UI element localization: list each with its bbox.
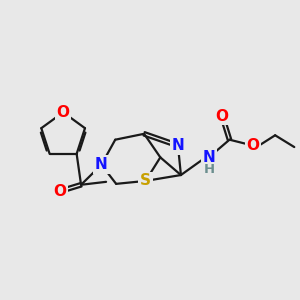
Text: O: O <box>53 184 66 199</box>
Text: H: H <box>203 163 214 176</box>
Text: N: N <box>202 150 215 165</box>
Text: S: S <box>140 173 151 188</box>
Text: O: O <box>216 109 229 124</box>
Text: N: N <box>172 138 184 153</box>
Text: N: N <box>95 157 108 172</box>
Text: O: O <box>57 105 70 120</box>
Text: O: O <box>247 138 260 153</box>
